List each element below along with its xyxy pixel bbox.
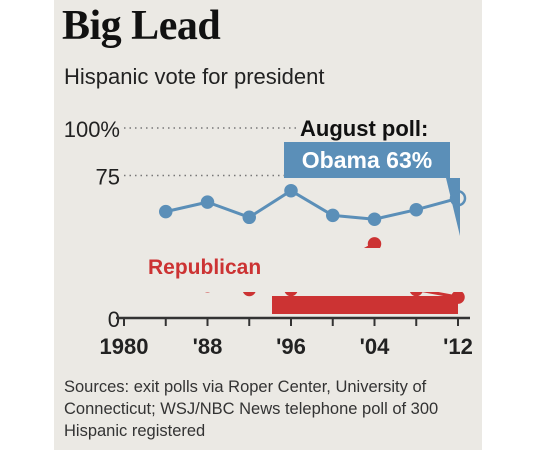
data-point xyxy=(284,183,298,198)
y-tick-label: 100% xyxy=(64,117,120,142)
sources-note: Sources: exit polls via Roper Center, Un… xyxy=(64,378,439,440)
overlay-band xyxy=(54,248,482,292)
chart-title: Big Lead xyxy=(62,3,221,49)
y-tick-label: 75 xyxy=(96,165,120,190)
series-line xyxy=(165,189,459,221)
data-point xyxy=(326,208,340,223)
left-margin xyxy=(0,0,54,450)
data-point xyxy=(242,210,256,225)
x-tick-label: '12 xyxy=(443,334,473,359)
data-point xyxy=(159,204,173,219)
data-point xyxy=(409,202,423,217)
republican-label-box xyxy=(272,296,458,314)
x-tick-label: '88 xyxy=(193,334,223,359)
x-tick-label: '96 xyxy=(276,334,306,359)
callout-box xyxy=(284,142,450,178)
series-label-republican: Republican xyxy=(148,256,261,279)
data-point xyxy=(367,237,382,251)
callout-header: August poll: xyxy=(300,116,428,141)
x-tick-label: 1980 xyxy=(100,334,149,359)
data-point xyxy=(200,195,215,209)
right-margin xyxy=(482,0,540,450)
callout-pointer xyxy=(446,178,460,236)
x-tick-label: '04 xyxy=(360,334,390,359)
data-point xyxy=(367,212,382,226)
chart-subtitle: Hispanic vote for president xyxy=(64,64,325,89)
callout-label: Obama 63% xyxy=(302,147,432,173)
y-tick-label: 0 xyxy=(108,307,120,332)
